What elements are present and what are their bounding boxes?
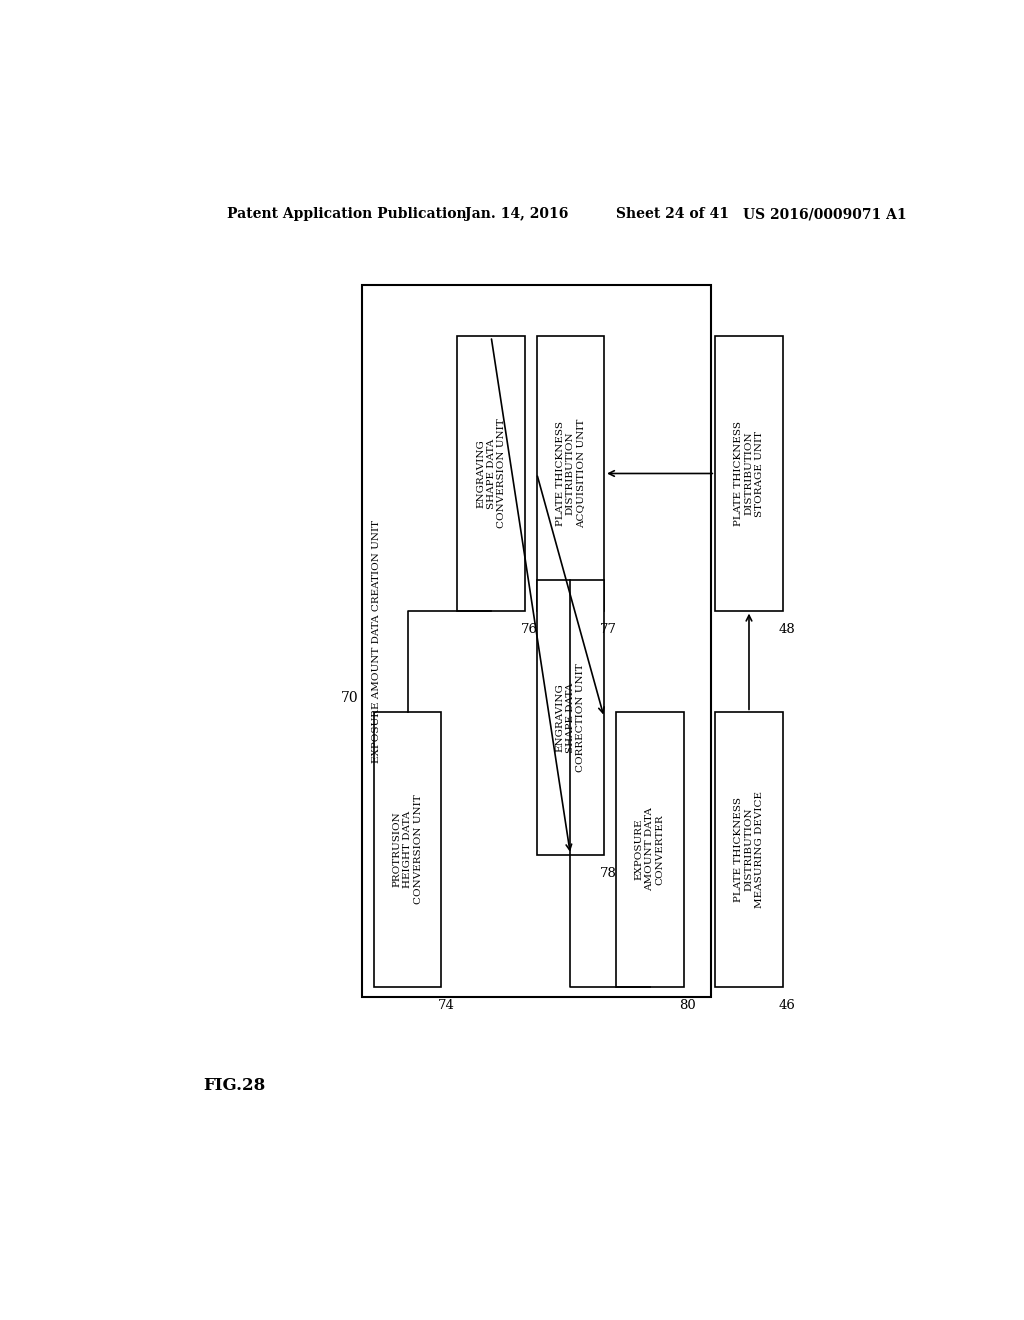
- Text: 77: 77: [600, 623, 617, 636]
- Text: 70: 70: [341, 692, 358, 705]
- Text: 74: 74: [437, 999, 455, 1012]
- Text: FIG.28: FIG.28: [204, 1077, 265, 1094]
- Text: PROTRUSION
HEIGHT DATA
CONVERSION UNIT: PROTRUSION HEIGHT DATA CONVERSION UNIT: [393, 795, 423, 904]
- Text: Patent Application Publication: Patent Application Publication: [227, 207, 467, 222]
- Text: EXPOSURE AMOUNT DATA CREATION UNIT: EXPOSURE AMOUNT DATA CREATION UNIT: [372, 520, 381, 763]
- Text: PLATE THICKNESS
DISTRIBUTION
STORAGE UNIT: PLATE THICKNESS DISTRIBUTION STORAGE UNI…: [734, 421, 764, 525]
- Text: Sheet 24 of 41: Sheet 24 of 41: [616, 207, 729, 222]
- Bar: [458, 337, 524, 611]
- Text: 80: 80: [680, 999, 696, 1012]
- Text: Jan. 14, 2016: Jan. 14, 2016: [465, 207, 568, 222]
- Text: 76: 76: [521, 623, 538, 636]
- Bar: [715, 713, 782, 987]
- Text: 46: 46: [778, 999, 796, 1012]
- Text: ENGRAVING
SHAPE DATA
CORRECTION UNIT: ENGRAVING SHAPE DATA CORRECTION UNIT: [556, 663, 586, 772]
- Text: 78: 78: [600, 867, 617, 880]
- Text: ENGRAVING
SHAPE DATA
CONVERSION UNIT: ENGRAVING SHAPE DATA CONVERSION UNIT: [476, 418, 506, 528]
- Bar: [537, 337, 604, 611]
- Bar: [374, 713, 441, 987]
- Text: US 2016/0009071 A1: US 2016/0009071 A1: [743, 207, 906, 222]
- Text: PLATE THICKNESS
DISTRIBUTION
MEASURING DEVICE: PLATE THICKNESS DISTRIBUTION MEASURING D…: [734, 791, 764, 908]
- Text: 48: 48: [778, 623, 796, 636]
- Bar: [362, 285, 712, 997]
- Text: PLATE THICKNESS
DISTRIBUTION
ACQUISITION UNIT: PLATE THICKNESS DISTRIBUTION ACQUISITION…: [556, 418, 586, 528]
- Bar: [715, 337, 782, 611]
- Text: EXPOSURE
AMOUNT DATA
CONVERTER: EXPOSURE AMOUNT DATA CONVERTER: [635, 808, 665, 891]
- Bar: [616, 713, 684, 987]
- Bar: [537, 581, 604, 854]
